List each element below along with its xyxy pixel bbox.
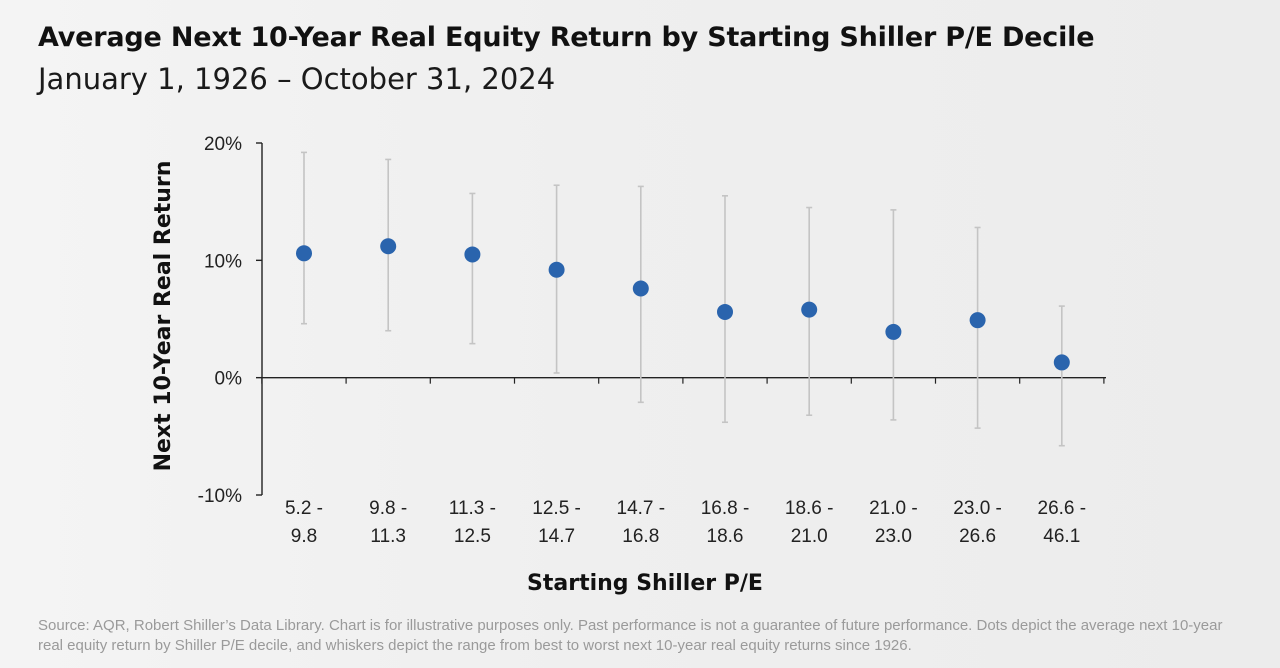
- x-tick-label-line: 26.6: [959, 526, 996, 547]
- chart-axes: [256, 142, 1106, 496]
- x-tick-label: 26.6 - 46.1: [1038, 498, 1087, 547]
- chart-subtitle: January 1, 1926 – October 31, 2024: [38, 62, 556, 96]
- source-footnote: Source: AQR, Robert Shiller’s Data Libra…: [38, 617, 1223, 654]
- dot-group: [296, 238, 1070, 371]
- x-tick-label: 21.0 - 23.0: [869, 498, 918, 547]
- data-point-dot: [969, 312, 986, 329]
- x-tick-label-line: 21.0: [791, 526, 828, 547]
- data-point-dot: [380, 238, 397, 255]
- x-tick-label-line: 12.5 -: [532, 498, 581, 519]
- x-tick-label-line: 18.6: [707, 526, 744, 547]
- x-tick-label: 23.0 - 26.6: [953, 498, 1002, 547]
- y-tick-label: 10%: [204, 251, 242, 272]
- x-tick-label-line: 11.3: [370, 526, 406, 547]
- x-tick-label-line: 16.8 -: [701, 498, 750, 519]
- data-point-dot: [885, 323, 902, 340]
- data-point-dot: [548, 261, 565, 278]
- decile-return-chart: 5.2 - 9.8 9.8 - 11.3 11.3 - 12.5 12.5 - 14.7 14.…: [151, 134, 1106, 596]
- x-tick-label: 12.5 - 14.7: [532, 498, 581, 547]
- x-tick-label-line: 12.5: [454, 526, 491, 547]
- x-tick-label: 18.6 - 21.0: [785, 498, 834, 547]
- x-tick-label-line: 14.7: [538, 526, 575, 547]
- x-tick-label-line: 23.0 -: [953, 498, 1002, 519]
- y-axis-title: Next 10-Year Real Return: [151, 161, 176, 472]
- x-tick-label: 5.2 - 9.8: [285, 498, 323, 547]
- y-tick-labels: -10% 0% 10% 20%: [198, 134, 242, 507]
- x-tick-label-line: 11.3 -: [449, 498, 496, 519]
- x-tick-label-line: 14.7 -: [617, 498, 666, 519]
- chart-title: Average Next 10-Year Real Equity Return …: [38, 22, 1095, 53]
- x-tick-label-line: 9.8: [291, 526, 317, 547]
- x-tick-label-line: 5.2 -: [285, 498, 323, 519]
- data-point-dot: [632, 280, 649, 297]
- x-tick-label: 11.3 - 12.5: [449, 498, 496, 547]
- data-point-dot: [801, 301, 818, 318]
- x-tick-label-line: 23.0: [875, 526, 912, 547]
- x-tick-label: 14.7 - 16.8: [617, 498, 666, 547]
- x-tick-label-line: 16.8: [622, 526, 659, 547]
- x-tick-label-line: 18.6 -: [785, 498, 834, 519]
- y-tick-label: -10%: [198, 486, 242, 507]
- x-tick-labels: 5.2 - 9.8 9.8 - 11.3 11.3 - 12.5 12.5 - 14.7 14.…: [285, 498, 1086, 547]
- data-point-dot: [296, 245, 312, 262]
- x-tick-label-line: 46.1: [1043, 526, 1080, 547]
- x-tick-label-line: 21.0 -: [869, 498, 918, 519]
- x-axis-title: Starting Shiller P/E: [527, 571, 763, 596]
- whisker-group: [301, 151, 1065, 447]
- data-point-dot: [464, 246, 481, 263]
- x-tick-label: 16.8 - 18.6: [701, 498, 750, 547]
- y-tick-label: 0%: [215, 369, 243, 390]
- x-tick-label-line: 9.8 -: [369, 498, 407, 519]
- data-point-dot: [717, 303, 733, 320]
- x-tick-label: 9.8 - 11.3: [369, 498, 407, 547]
- y-tick-label: 20%: [204, 134, 242, 155]
- data-point-dot: [1053, 354, 1070, 371]
- x-tick-label-line: 26.6 -: [1038, 498, 1087, 519]
